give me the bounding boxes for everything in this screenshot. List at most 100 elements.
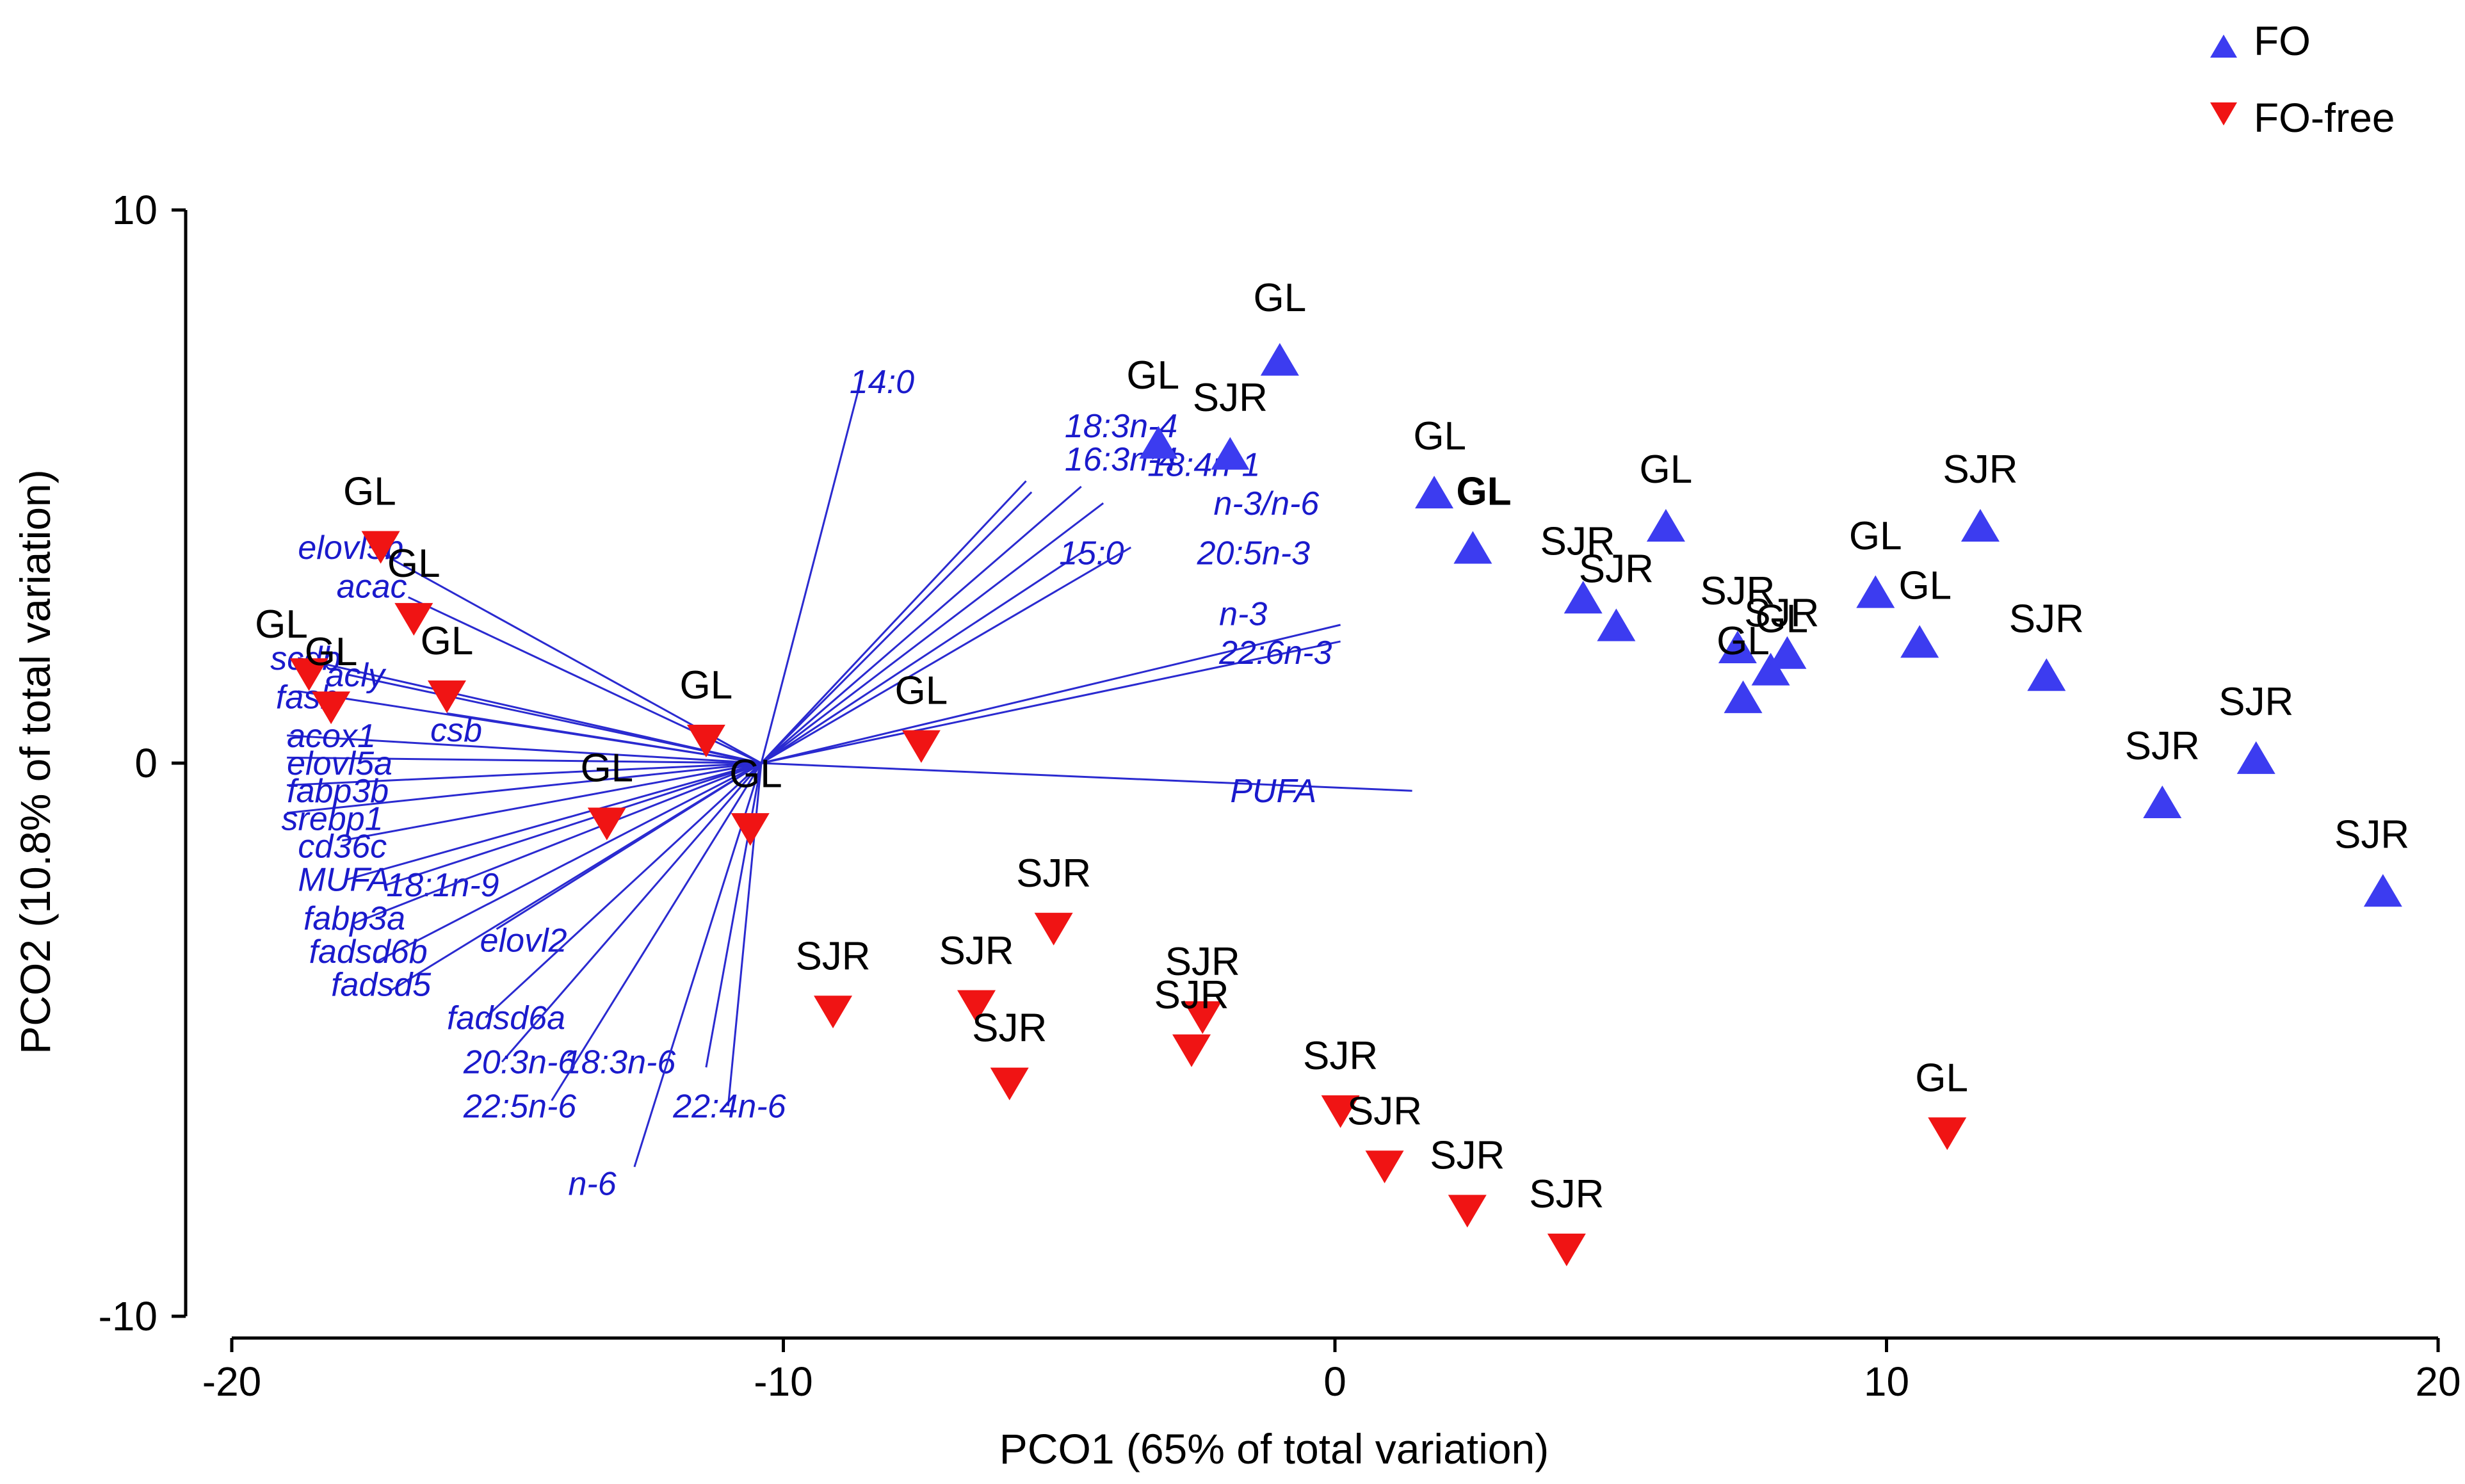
loading-vector-label: 22:6n-3 <box>1218 634 1332 672</box>
loading-vector-label: elovl2 <box>480 922 567 959</box>
fo-free-point <box>1183 1001 1222 1034</box>
y-tick-label: 0 <box>134 740 158 786</box>
point-label: GL <box>580 746 633 791</box>
point-label: GL <box>1253 276 1306 320</box>
loading-vector <box>761 552 1082 764</box>
point-label: GL <box>1898 564 1952 608</box>
fo-point <box>1564 581 1603 614</box>
loading-vector <box>342 762 762 842</box>
point-label: GL <box>305 630 358 674</box>
point-label: SJR <box>972 1006 1047 1051</box>
fo-free-point <box>814 996 853 1029</box>
fo-point <box>1139 426 1178 459</box>
loading-vector <box>501 762 763 1063</box>
legend-fo-marker <box>2210 35 2237 58</box>
loading-vector <box>298 657 762 764</box>
point-label: GL <box>387 542 440 586</box>
fo-free-point <box>1448 1195 1487 1228</box>
point-label: SJR <box>1430 1133 1505 1177</box>
fo-point <box>1856 575 1895 608</box>
fo-point <box>1751 652 1790 686</box>
y-tick-label: -10 <box>99 1293 158 1339</box>
point-label: SJR <box>2125 724 2200 768</box>
loading-vector-label: elovl5a <box>287 745 392 782</box>
fo-point <box>1768 636 1807 669</box>
point-label: SJR <box>1165 940 1240 984</box>
point-label: GL <box>895 669 948 713</box>
fo-free-point <box>1547 1233 1586 1266</box>
loading-vector-label: n-6 <box>569 1166 617 1203</box>
point-label: GL <box>1457 470 1512 514</box>
loading-vector-label: fadsd6a <box>447 999 565 1036</box>
fo-free-point <box>312 691 351 725</box>
data-points: GLGLSJRGLGLGLSJRSJRSJRSJRGLGLGLGLSJRSJRS… <box>255 276 2409 1266</box>
point-label: GL <box>1717 619 1770 663</box>
loading-vector <box>287 734 762 764</box>
fo-free-point <box>686 724 725 757</box>
x-axis-title: PCO1 (65% of total variation) <box>999 1425 1549 1472</box>
loading-vector <box>760 491 1033 764</box>
loading-vector-label: n-3 <box>1219 596 1267 633</box>
loading-vector <box>385 762 762 886</box>
fo-point <box>2143 785 2182 818</box>
loading-vector-label: 20:3n-6 <box>463 1044 576 1081</box>
point-label: SJR <box>2009 597 2084 641</box>
legend-fo-free-marker <box>2210 102 2237 125</box>
loading-vector-label: MUFA <box>298 861 389 898</box>
fo-free-point <box>289 658 328 691</box>
loading-vector-label: PUFA <box>1230 773 1316 810</box>
fo-point <box>1453 531 1492 564</box>
fo-point <box>1260 343 1299 376</box>
point-label: GL <box>1413 414 1466 458</box>
fo-point <box>2236 741 2275 774</box>
loading-vector <box>761 640 1341 764</box>
loading-vector <box>287 762 762 787</box>
x-tick-label: 10 <box>1864 1359 1909 1405</box>
fo-point <box>1211 437 1250 470</box>
point-label: SJR <box>1016 851 1091 896</box>
loading-vector <box>287 756 762 764</box>
loading-vector <box>761 485 1082 764</box>
loading-vector <box>761 546 1132 764</box>
fo-free-point <box>394 602 433 636</box>
fo-point <box>1646 508 1685 542</box>
fo-point <box>1415 476 1454 509</box>
point-label: GL <box>1915 1056 1968 1100</box>
loading-vector-label: fadsd6b <box>309 933 428 971</box>
point-label: GL <box>255 602 308 647</box>
loading-vector <box>286 762 762 814</box>
fo-point <box>1724 680 1763 713</box>
fo-free-point <box>587 807 626 841</box>
loading-vector <box>485 762 763 1019</box>
loading-vector-label: fabp3a <box>303 900 405 937</box>
fo-free-point <box>957 990 996 1023</box>
point-label: SJR <box>939 929 1014 973</box>
point-label: GL <box>343 470 396 514</box>
loading-vector <box>761 762 1412 792</box>
loading-vector <box>761 624 1341 764</box>
loading-vector-label: 22:5n-6 <box>463 1088 576 1125</box>
x-tick-label: -20 <box>202 1359 262 1405</box>
point-label: SJR <box>1303 1034 1378 1078</box>
loading-vector <box>391 762 762 991</box>
y-tick-label: 10 <box>112 187 158 233</box>
loading-vector-label: 20:5n-3 <box>1197 535 1310 572</box>
loading-vector <box>760 381 862 764</box>
x-tick-label: -10 <box>754 1359 813 1405</box>
fo-point <box>1900 625 1939 658</box>
loading-vector-label: acac <box>337 569 407 606</box>
fo-free-point <box>901 730 941 763</box>
loading-vector <box>761 502 1104 764</box>
legend-fo-label: FO <box>2254 18 2311 64</box>
vector-overlay: 14:018:3n-416:3n-418:4n-1n-3/n-615:0 20:5… <box>270 364 1412 1203</box>
loading-vector <box>446 712 762 764</box>
point-label: GL <box>1126 353 1179 398</box>
point-label: GL <box>421 619 474 663</box>
loading-vector <box>347 762 762 880</box>
loading-vector <box>375 762 762 964</box>
x-tick-label: 20 <box>2415 1359 2461 1405</box>
loading-vector <box>551 762 763 1101</box>
point-label: SJR <box>1193 376 1268 420</box>
loading-vector-label: n-3/n-6 <box>1213 485 1319 522</box>
